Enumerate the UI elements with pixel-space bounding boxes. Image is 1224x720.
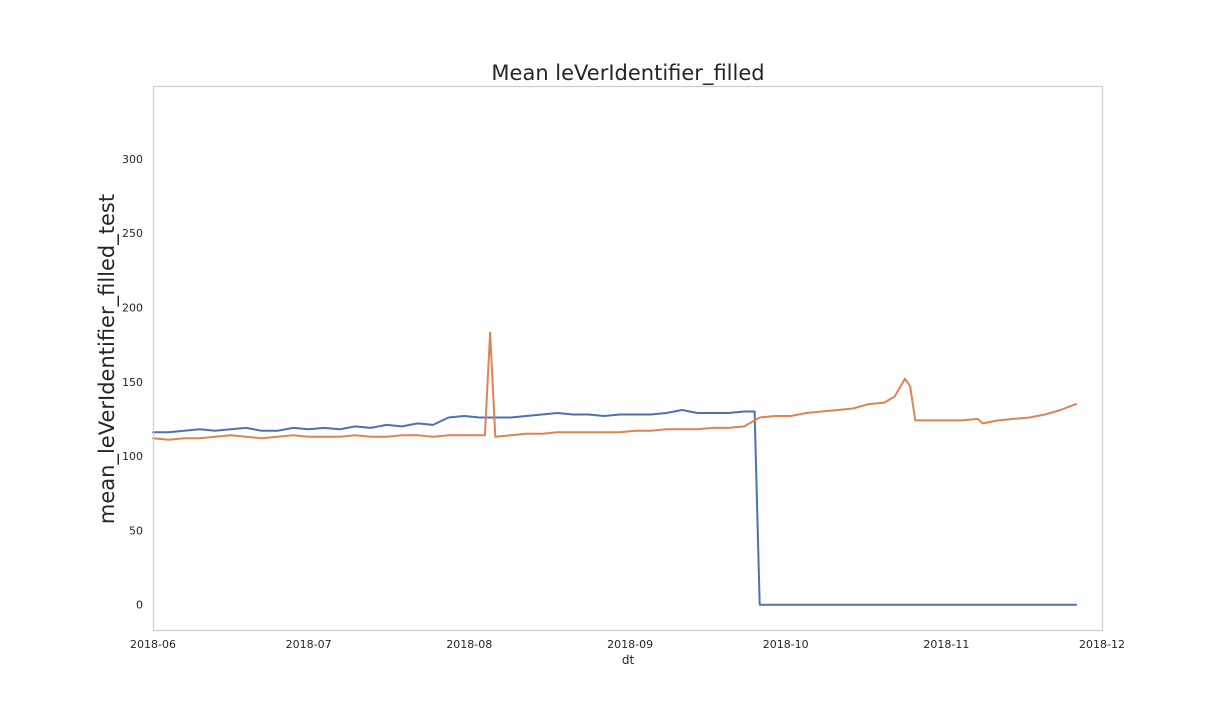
y-tick-label: 200 — [122, 302, 143, 315]
y-tick-label: 300 — [122, 153, 143, 166]
y-axis-ticks: 0 50 100 150 200 250 300 — [122, 153, 143, 612]
x-tick-label: 2018-10 — [763, 638, 809, 651]
y-tick-label: 150 — [122, 376, 143, 389]
plot-frame — [152, 85, 1104, 632]
x-axis-label: dt — [622, 653, 635, 667]
y-tick-label: 100 — [122, 450, 143, 463]
series-line-1 — [152, 409, 1078, 606]
x-tick-label: 2018-09 — [607, 638, 653, 651]
y-tick-label: 50 — [129, 524, 143, 537]
y-tick-label: 250 — [122, 227, 143, 240]
series-layer — [152, 331, 1078, 606]
y-tick-label: 0 — [136, 599, 143, 612]
chart-title: Mean leVerIdentifier_filled — [491, 61, 764, 86]
series-line-2 — [152, 331, 1078, 441]
x-tick-label: 2018-12 — [1079, 638, 1125, 651]
x-tick-label: 2018-11 — [923, 638, 969, 651]
x-tick-label: 2018-07 — [286, 638, 332, 651]
y-axis-label: mean_leVerIdentifier_filled_test — [95, 194, 120, 524]
x-tick-label: 2018-06 — [130, 638, 176, 651]
x-tick-label: 2018-08 — [446, 638, 492, 651]
x-axis-ticks: 2018-06 2018-07 2018-08 2018-09 2018-10 2018-… — [130, 638, 1125, 651]
